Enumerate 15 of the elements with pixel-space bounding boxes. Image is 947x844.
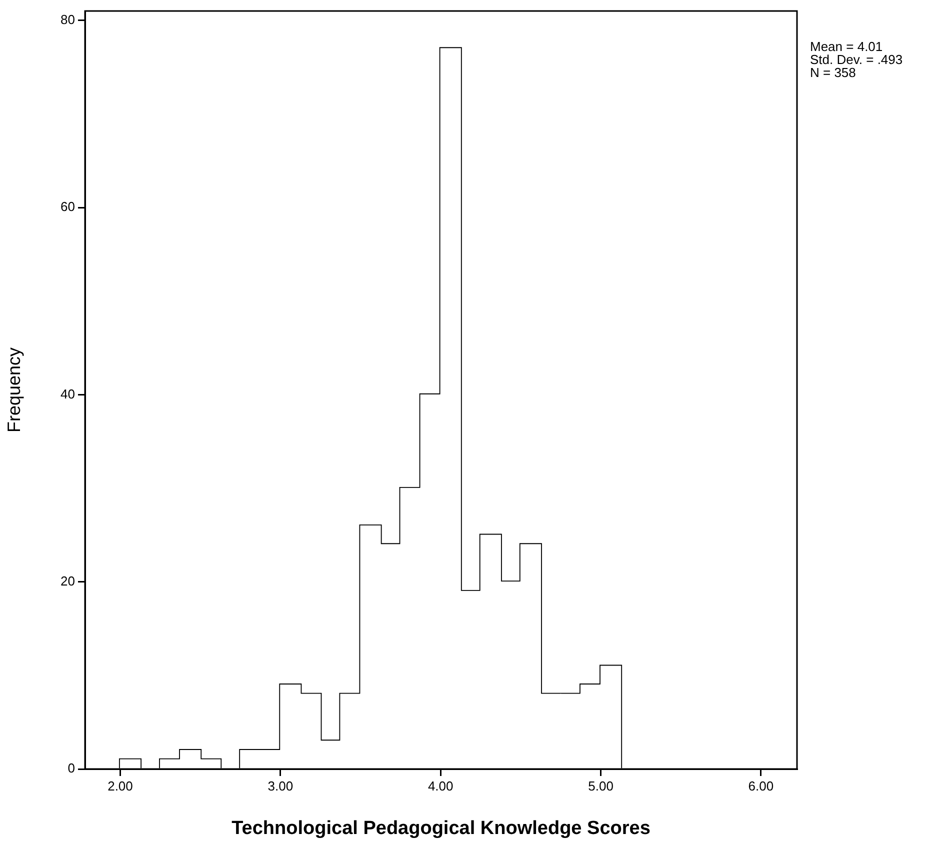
text: N = 358 [810,65,856,80]
x-tick-label: 3.00 [268,778,294,794]
y-tick-label: 80 [60,12,75,27]
y-tick-label: 20 [60,573,75,588]
y-tick-label: 60 [60,199,75,214]
text: Std. Dev. = .493 [810,52,903,68]
x-tick-label: 6.00 [748,778,774,794]
x-axis-title: Technological Pedagogical Knowledge Scores [232,818,650,839]
text: Mean = 4.01 [810,39,883,54]
x-tick-label: 4.00 [428,778,454,794]
x-tick-label: 5.00 [588,778,614,794]
y-tick-label: 40 [60,386,75,402]
y-tick-label: 0 [68,760,75,776]
x-tick-label: 2.00 [108,778,133,794]
y-axis-title: Frequency [4,347,24,433]
